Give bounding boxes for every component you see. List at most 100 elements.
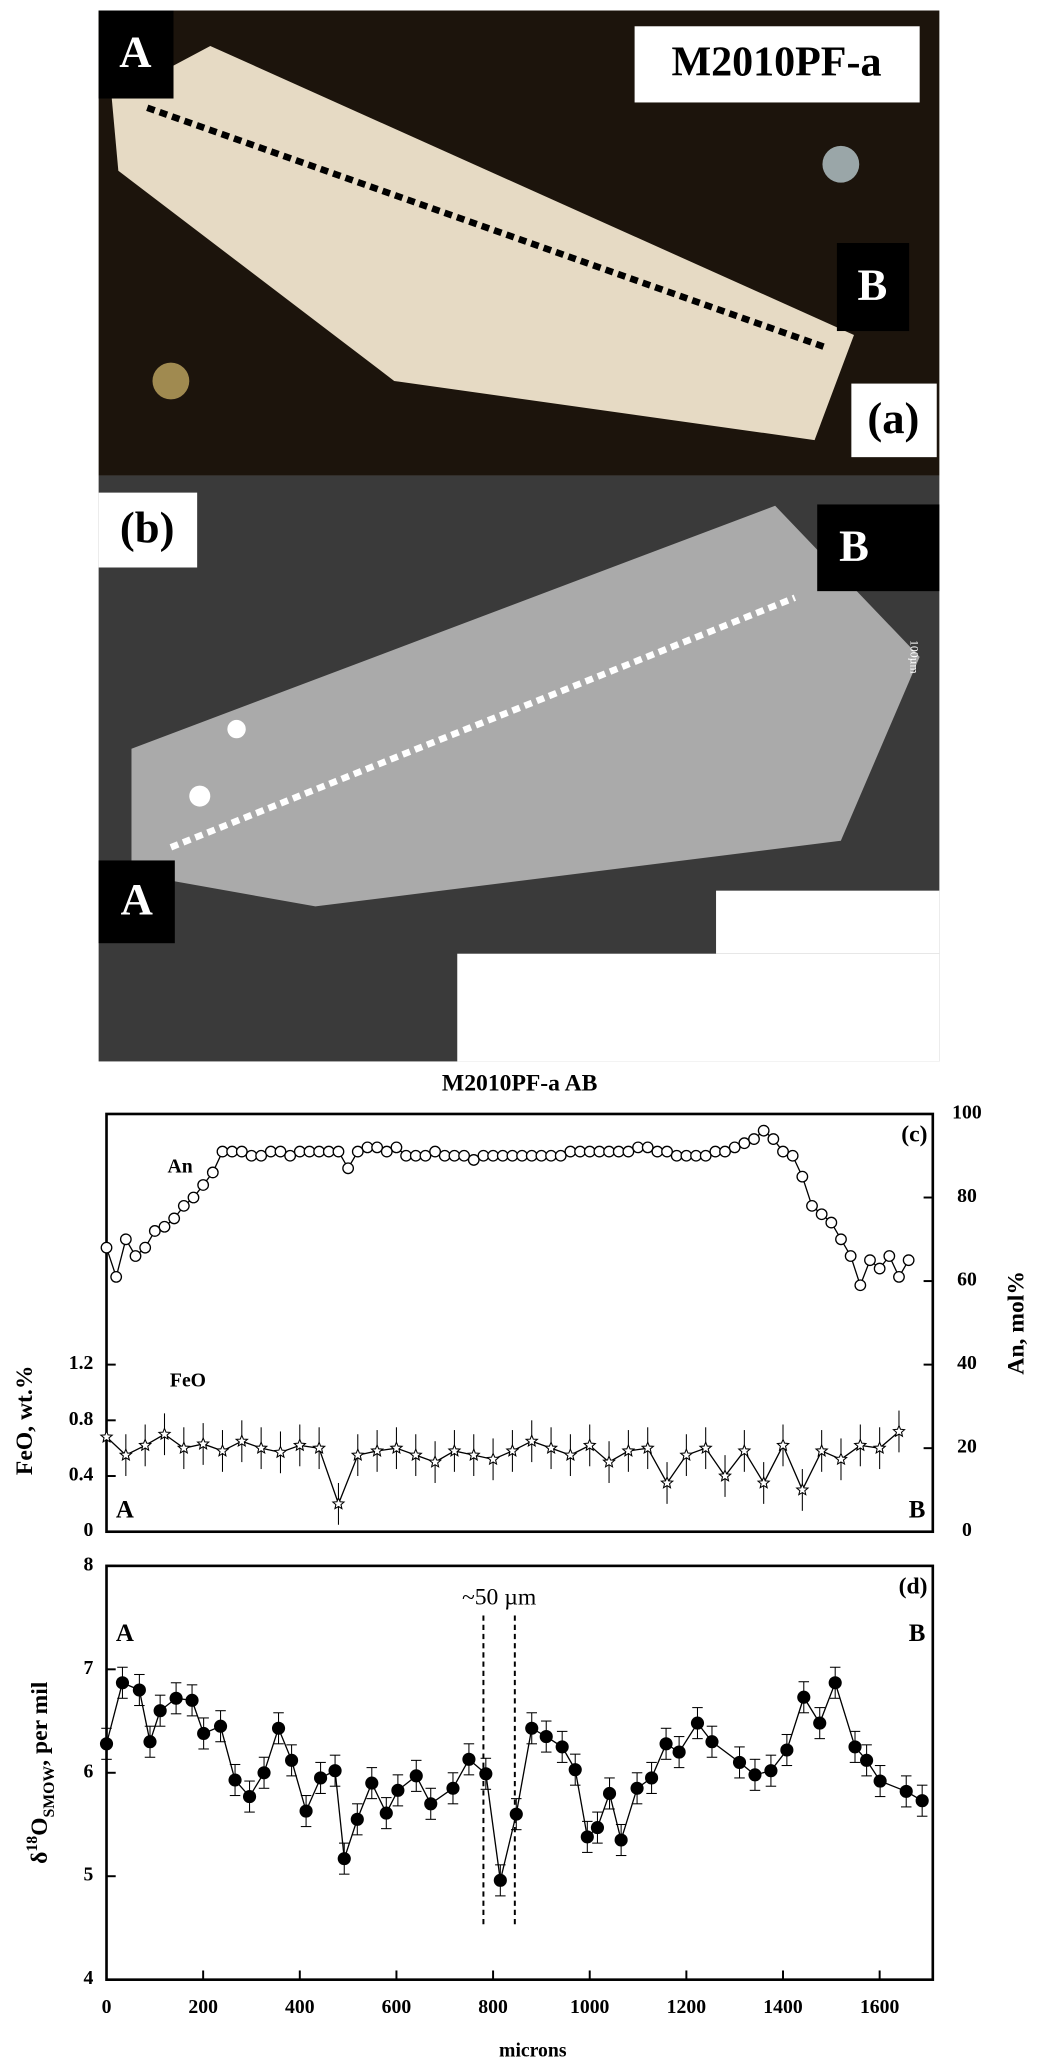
data-point [314, 1771, 328, 1785]
data-point [737, 1443, 752, 1457]
panel-label: (a) [867, 393, 919, 443]
data-point [524, 1433, 539, 1448]
photo-a: A M2010PF-a B (a) [98, 10, 940, 476]
data-point [659, 1737, 673, 1751]
x-tick-label: 800 [478, 1996, 508, 2018]
y-axis-label-part: , per mil [28, 1681, 54, 1766]
data-point [539, 1729, 553, 1744]
data-point [661, 1145, 673, 1158]
data-point [602, 1454, 616, 1468]
data-point [110, 1270, 123, 1283]
y2-tick-label: 20 [957, 1436, 977, 1458]
data-point [458, 1149, 470, 1162]
data-point [844, 1250, 857, 1262]
x-tick-label: 600 [382, 1996, 412, 2018]
data-point [873, 1262, 886, 1275]
data-point [99, 1737, 114, 1751]
data-point [350, 1812, 364, 1826]
data-point [487, 1149, 499, 1162]
x-tick-label: 200 [188, 1996, 218, 2018]
data-point [462, 1752, 476, 1766]
data-point [632, 1141, 644, 1154]
data-point [100, 1241, 113, 1254]
data-point [271, 1721, 286, 1735]
data-point [168, 1212, 181, 1225]
y-axis-label-part: δ [28, 1852, 54, 1864]
sample-label: M2010PF-a [671, 39, 881, 85]
data-point [118, 1447, 133, 1461]
data-point [590, 1821, 605, 1835]
x-tick-label: 1400 [763, 1996, 803, 2018]
label-box [98, 10, 174, 99]
data-point [883, 1250, 896, 1262]
data-point [748, 1768, 762, 1782]
end-label: A [116, 1497, 134, 1524]
scale-bar: 100µm [907, 640, 921, 674]
y-tick-label: 1.2 [69, 1352, 94, 1374]
y-axis-label: δ18OSMOW, per mil [24, 1681, 58, 1864]
y-tick-label: 0.4 [69, 1464, 94, 1486]
data-point [216, 1145, 229, 1158]
data-point [226, 1145, 239, 1158]
data-point [400, 1149, 413, 1162]
data-point [814, 1443, 829, 1457]
data-point [493, 1873, 507, 1887]
data-point [331, 1496, 346, 1510]
data-point [873, 1774, 887, 1788]
data-point [293, 1145, 306, 1158]
data-point [479, 1767, 493, 1781]
data-point [545, 1149, 557, 1162]
data-point [583, 1145, 596, 1158]
data-point [563, 1447, 578, 1461]
photo-b: (b) B A 100µm [98, 475, 940, 1062]
data-point [764, 1764, 778, 1778]
data-point [767, 1133, 780, 1145]
data-point [757, 1124, 770, 1137]
series-label: An [167, 1155, 192, 1177]
y2-tick-label: 80 [957, 1185, 977, 1207]
data-point [853, 1438, 868, 1452]
plot-frame [105, 1112, 935, 1534]
crystal [111, 45, 854, 441]
data-point [580, 1830, 594, 1844]
series-label: FeO [170, 1369, 206, 1391]
data-point [446, 1781, 460, 1795]
data-point [860, 1753, 874, 1767]
grain [227, 719, 246, 739]
data-point [614, 1833, 628, 1847]
data-point [509, 1807, 523, 1821]
x-tick-label: 1000 [570, 1996, 610, 2018]
data-point [738, 1137, 751, 1150]
data-point [612, 1145, 625, 1158]
data-point [380, 1145, 393, 1158]
y-tick-label: 7 [84, 1657, 94, 1679]
data-point [864, 1254, 876, 1267]
data-point [915, 1794, 929, 1808]
data-point [337, 1852, 351, 1866]
data-point [351, 1145, 364, 1158]
data-point [640, 1440, 655, 1455]
data-point [213, 1719, 228, 1733]
data-point [651, 1145, 664, 1158]
data-point [806, 1199, 818, 1212]
data-point [679, 1447, 694, 1461]
data-point [390, 1141, 403, 1154]
data-point [893, 1270, 905, 1283]
data-point [371, 1141, 384, 1154]
y2-tick-label: 0 [962, 1519, 972, 1541]
data-point [228, 1773, 242, 1787]
y-axis-label-part: 18 [24, 1836, 41, 1852]
data-point [99, 1429, 114, 1444]
data-point [254, 1440, 269, 1455]
data-point [274, 1145, 287, 1158]
y-tick-label: 5 [84, 1864, 94, 1886]
y-axis-label: FeO, wt.% [12, 1366, 38, 1476]
data-point [429, 1145, 442, 1158]
x-tick-label: 1200 [667, 1996, 707, 2018]
label-box [98, 492, 198, 568]
data-point [467, 1154, 480, 1166]
end-label: A [121, 874, 153, 924]
data-point [477, 1149, 490, 1162]
data-point [690, 1716, 705, 1730]
